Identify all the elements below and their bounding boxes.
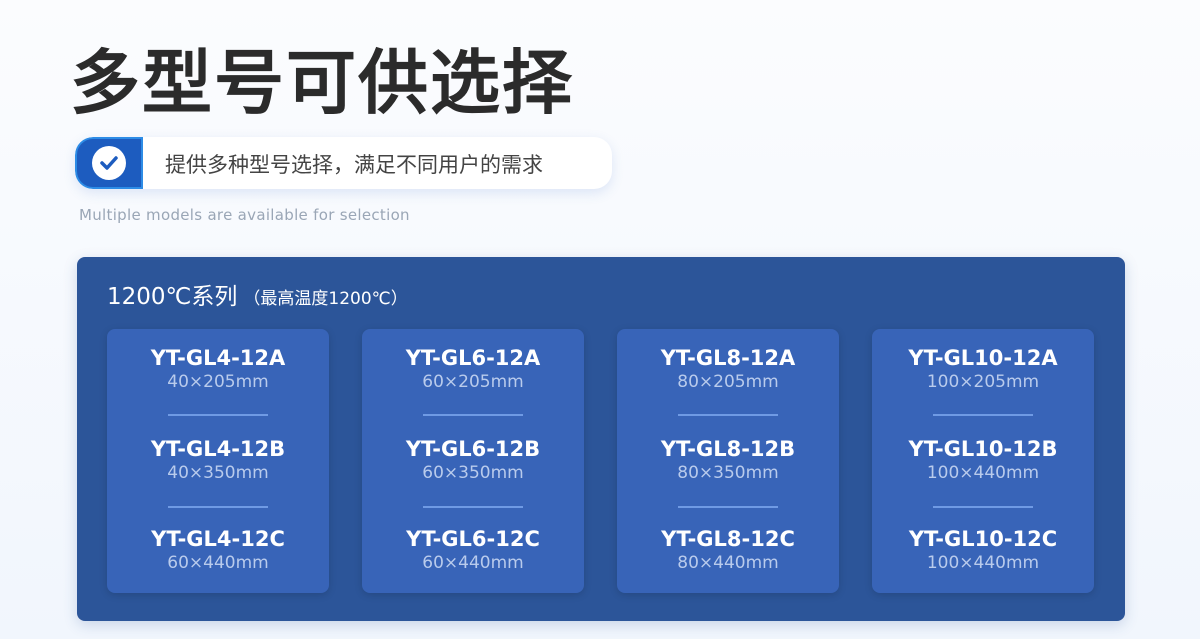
model-size: 60×350mm <box>422 463 524 483</box>
model-name: YT-GL8-12B <box>660 437 796 461</box>
model-card: YT-GL8-12A 80×205mm YT-GL8-12B 80×350mm YT-G… <box>617 329 839 593</box>
divider <box>168 414 268 416</box>
model-item: YT-GL10-12B 100×440mm <box>872 436 1094 484</box>
page-title: 多型号可供选择 <box>70 41 574 124</box>
model-card: YT-GL4-12A 40×205mm YT-GL4-12B 40×350mm YT-G… <box>107 329 329 593</box>
model-size: 100×440mm <box>926 463 1040 483</box>
subtitle: Multiple models are available for select… <box>79 206 410 224</box>
tagline-pill: 提供多种型号选择，满足不同用户的需求 <box>75 137 612 189</box>
model-size: 60×440mm <box>167 553 269 573</box>
series-panel: 1200℃系列 （最高温度1200℃） YT-GL4-12A 40×205mm YT-… <box>77 257 1125 621</box>
model-item: YT-GL8-12C 80×440mm <box>617 526 839 574</box>
model-name: YT-GL6-12C <box>406 527 540 551</box>
model-name: YT-GL10-12A <box>908 346 1058 370</box>
series-title: 1200℃系列 （最高温度1200℃） <box>107 277 408 311</box>
model-name: YT-GL10-12C <box>908 527 1058 551</box>
divider <box>933 506 1033 508</box>
model-size: 60×205mm <box>422 372 524 392</box>
model-item: YT-GL4-12B 40×350mm <box>107 436 329 484</box>
model-size: 40×350mm <box>167 463 269 483</box>
model-item: YT-GL6-12C 60×440mm <box>362 526 584 574</box>
model-name: YT-GL4-12A <box>150 346 286 370</box>
model-name: YT-GL8-12A <box>660 346 796 370</box>
divider <box>168 506 268 508</box>
model-size: 80×350mm <box>677 463 779 483</box>
model-size: 60×440mm <box>422 553 524 573</box>
model-size: 80×440mm <box>677 553 779 573</box>
model-item: YT-GL6-12A 60×205mm <box>362 345 584 393</box>
series-note: （最高温度1200℃） <box>243 289 408 309</box>
model-item: YT-GL6-12B 60×350mm <box>362 436 584 484</box>
series-name: 1200℃系列 <box>107 284 238 310</box>
model-name: YT-GL6-12A <box>405 346 541 370</box>
model-size: 40×205mm <box>167 372 269 392</box>
divider <box>678 506 778 508</box>
model-name: YT-GL4-12C <box>151 527 285 551</box>
model-name: YT-GL8-12C <box>661 527 795 551</box>
model-card: YT-GL10-12A 100×205mm YT-GL10-12B 100×440mm… <box>872 329 1094 593</box>
model-name: YT-GL4-12B <box>150 437 286 461</box>
check-circle-icon <box>92 146 126 180</box>
model-item: YT-GL4-12C 60×440mm <box>107 526 329 574</box>
model-item: YT-GL10-12A 100×205mm <box>872 345 1094 393</box>
model-size: 100×205mm <box>926 372 1040 392</box>
model-card: YT-GL6-12A 60×205mm YT-GL6-12B 60×350mm YT-G… <box>362 329 584 593</box>
model-item: YT-GL4-12A 40×205mm <box>107 345 329 393</box>
model-item: YT-GL10-12C 100×440mm <box>872 526 1094 574</box>
tagline-text: 提供多种型号选择，满足不同用户的需求 <box>165 153 543 177</box>
model-item: YT-GL8-12B 80×350mm <box>617 436 839 484</box>
model-size: 80×205mm <box>677 372 779 392</box>
model-item: YT-GL8-12A 80×205mm <box>617 345 839 393</box>
model-size: 100×440mm <box>926 553 1040 573</box>
tagline-badge <box>75 137 143 189</box>
divider <box>423 414 523 416</box>
model-name: YT-GL10-12B <box>908 437 1058 461</box>
divider <box>678 414 778 416</box>
divider <box>933 414 1033 416</box>
model-name: YT-GL6-12B <box>405 437 541 461</box>
divider <box>423 506 523 508</box>
